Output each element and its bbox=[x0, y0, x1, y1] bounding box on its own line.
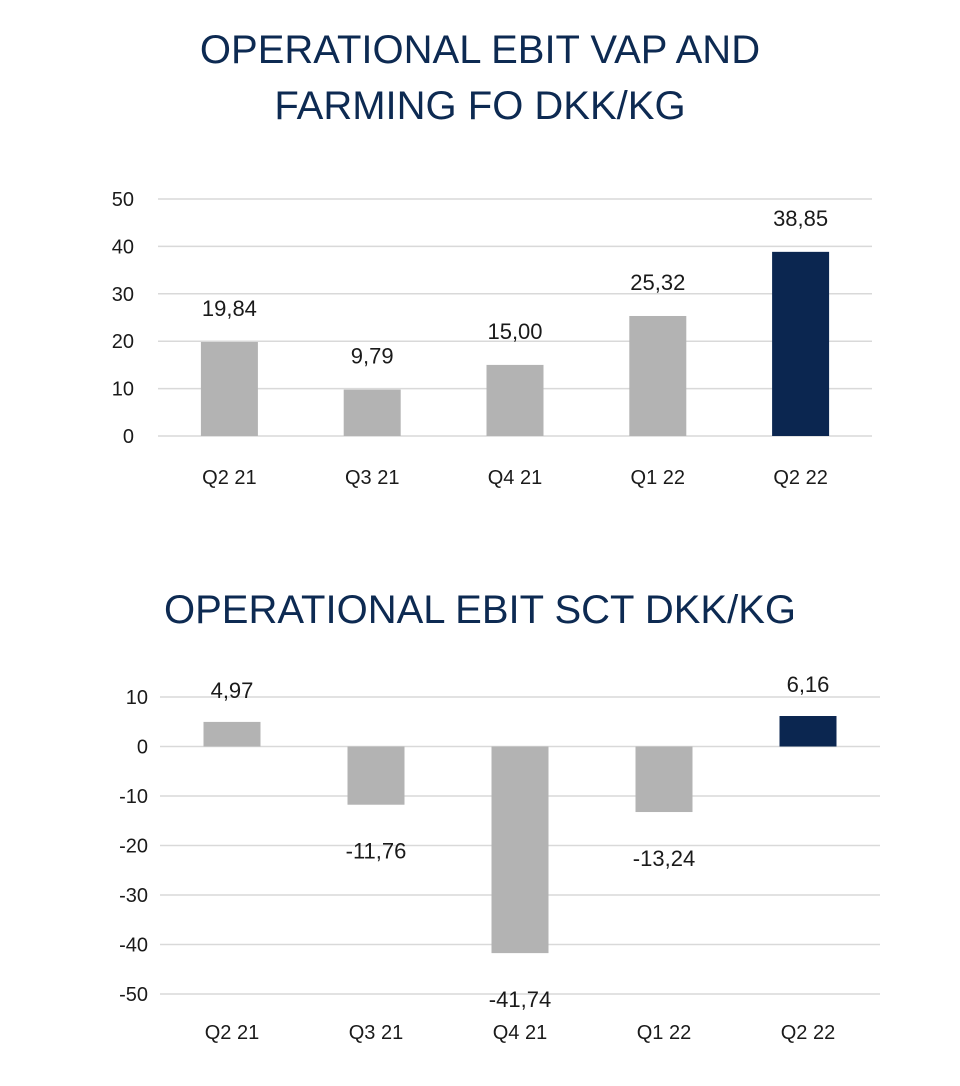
x-tick-label: Q2 21 bbox=[202, 467, 256, 489]
x-tick-label: Q1 22 bbox=[631, 467, 685, 489]
chart-plot: 10 0 -10 -20 -30 -40 -50 4,97 Q2 21 -11,76 Q3 21 -4… bbox=[119, 672, 880, 1044]
y-tick-label: -20 bbox=[119, 836, 148, 858]
bar bbox=[779, 716, 837, 747]
data-label: -13,24 bbox=[633, 846, 695, 871]
x-tick-label: Q4 21 bbox=[493, 1022, 547, 1044]
chart-title-line-2: FARMING FO DKK/KG bbox=[274, 84, 686, 128]
data-label: 19,84 bbox=[202, 296, 257, 321]
x-tick-label: Q2 22 bbox=[781, 1022, 835, 1044]
chart-title: OPERATIONAL EBIT SCT DKK/KG bbox=[0, 582, 960, 638]
y-tick-label: 40 bbox=[112, 236, 134, 258]
chart-ebit-sct: OPERATIONAL EBIT SCT DKK/KG 10 0 -10 -20 -30… bbox=[0, 560, 960, 1086]
x-tick-label: Q2 22 bbox=[773, 467, 827, 489]
bar bbox=[491, 746, 549, 954]
data-label: 38,85 bbox=[773, 206, 828, 231]
bar bbox=[343, 389, 401, 436]
data-label: 9,79 bbox=[351, 344, 394, 369]
x-tick-label: Q3 21 bbox=[345, 467, 399, 489]
data-label: 6,16 bbox=[787, 672, 830, 697]
bar bbox=[347, 746, 405, 805]
x-tick-label: Q1 22 bbox=[637, 1022, 691, 1044]
bar bbox=[635, 746, 693, 813]
data-label: 25,32 bbox=[630, 270, 685, 295]
data-label: 15,00 bbox=[487, 319, 542, 344]
y-tick-label: -40 bbox=[119, 935, 148, 957]
y-tick-label: 10 bbox=[126, 687, 148, 709]
y-tick-label: -50 bbox=[119, 984, 148, 1006]
x-tick-label: Q4 21 bbox=[488, 467, 542, 489]
bar bbox=[203, 721, 261, 747]
x-tick-label: Q2 21 bbox=[205, 1022, 259, 1044]
y-tick-label: 30 bbox=[112, 284, 134, 306]
bar bbox=[200, 341, 258, 436]
y-tick-label: 0 bbox=[123, 426, 134, 448]
chart-ebit-vap-farming: OPERATIONAL EBIT VAP AND FARMING FO DKK/… bbox=[0, 0, 960, 520]
chart-title: OPERATIONAL EBIT VAP AND FARMING FO DKK/… bbox=[0, 22, 960, 134]
y-tick-label: -30 bbox=[119, 885, 148, 907]
chart-title-line-1: OPERATIONAL EBIT VAP AND bbox=[199, 28, 761, 72]
y-tick-label: 10 bbox=[112, 379, 134, 401]
y-tick-label: -10 bbox=[119, 786, 148, 808]
data-label: -41,74 bbox=[489, 987, 551, 1012]
y-tick-label: 20 bbox=[112, 331, 134, 353]
y-tick-label: 0 bbox=[137, 737, 148, 759]
x-tick-label: Q3 21 bbox=[349, 1022, 403, 1044]
chart-plot: 0 10 20 30 40 50 19,84 Q2 21 9,79 Q3 21 15,00 Q4 21… bbox=[112, 189, 872, 489]
data-label: 4,97 bbox=[211, 678, 254, 703]
chart-title-line-1: OPERATIONAL EBIT SCT DKK/KG bbox=[163, 588, 796, 632]
y-tick-label: 50 bbox=[112, 189, 134, 211]
bar bbox=[629, 315, 687, 436]
bar bbox=[772, 251, 830, 436]
bar bbox=[486, 364, 544, 436]
data-label: -11,76 bbox=[346, 839, 407, 864]
